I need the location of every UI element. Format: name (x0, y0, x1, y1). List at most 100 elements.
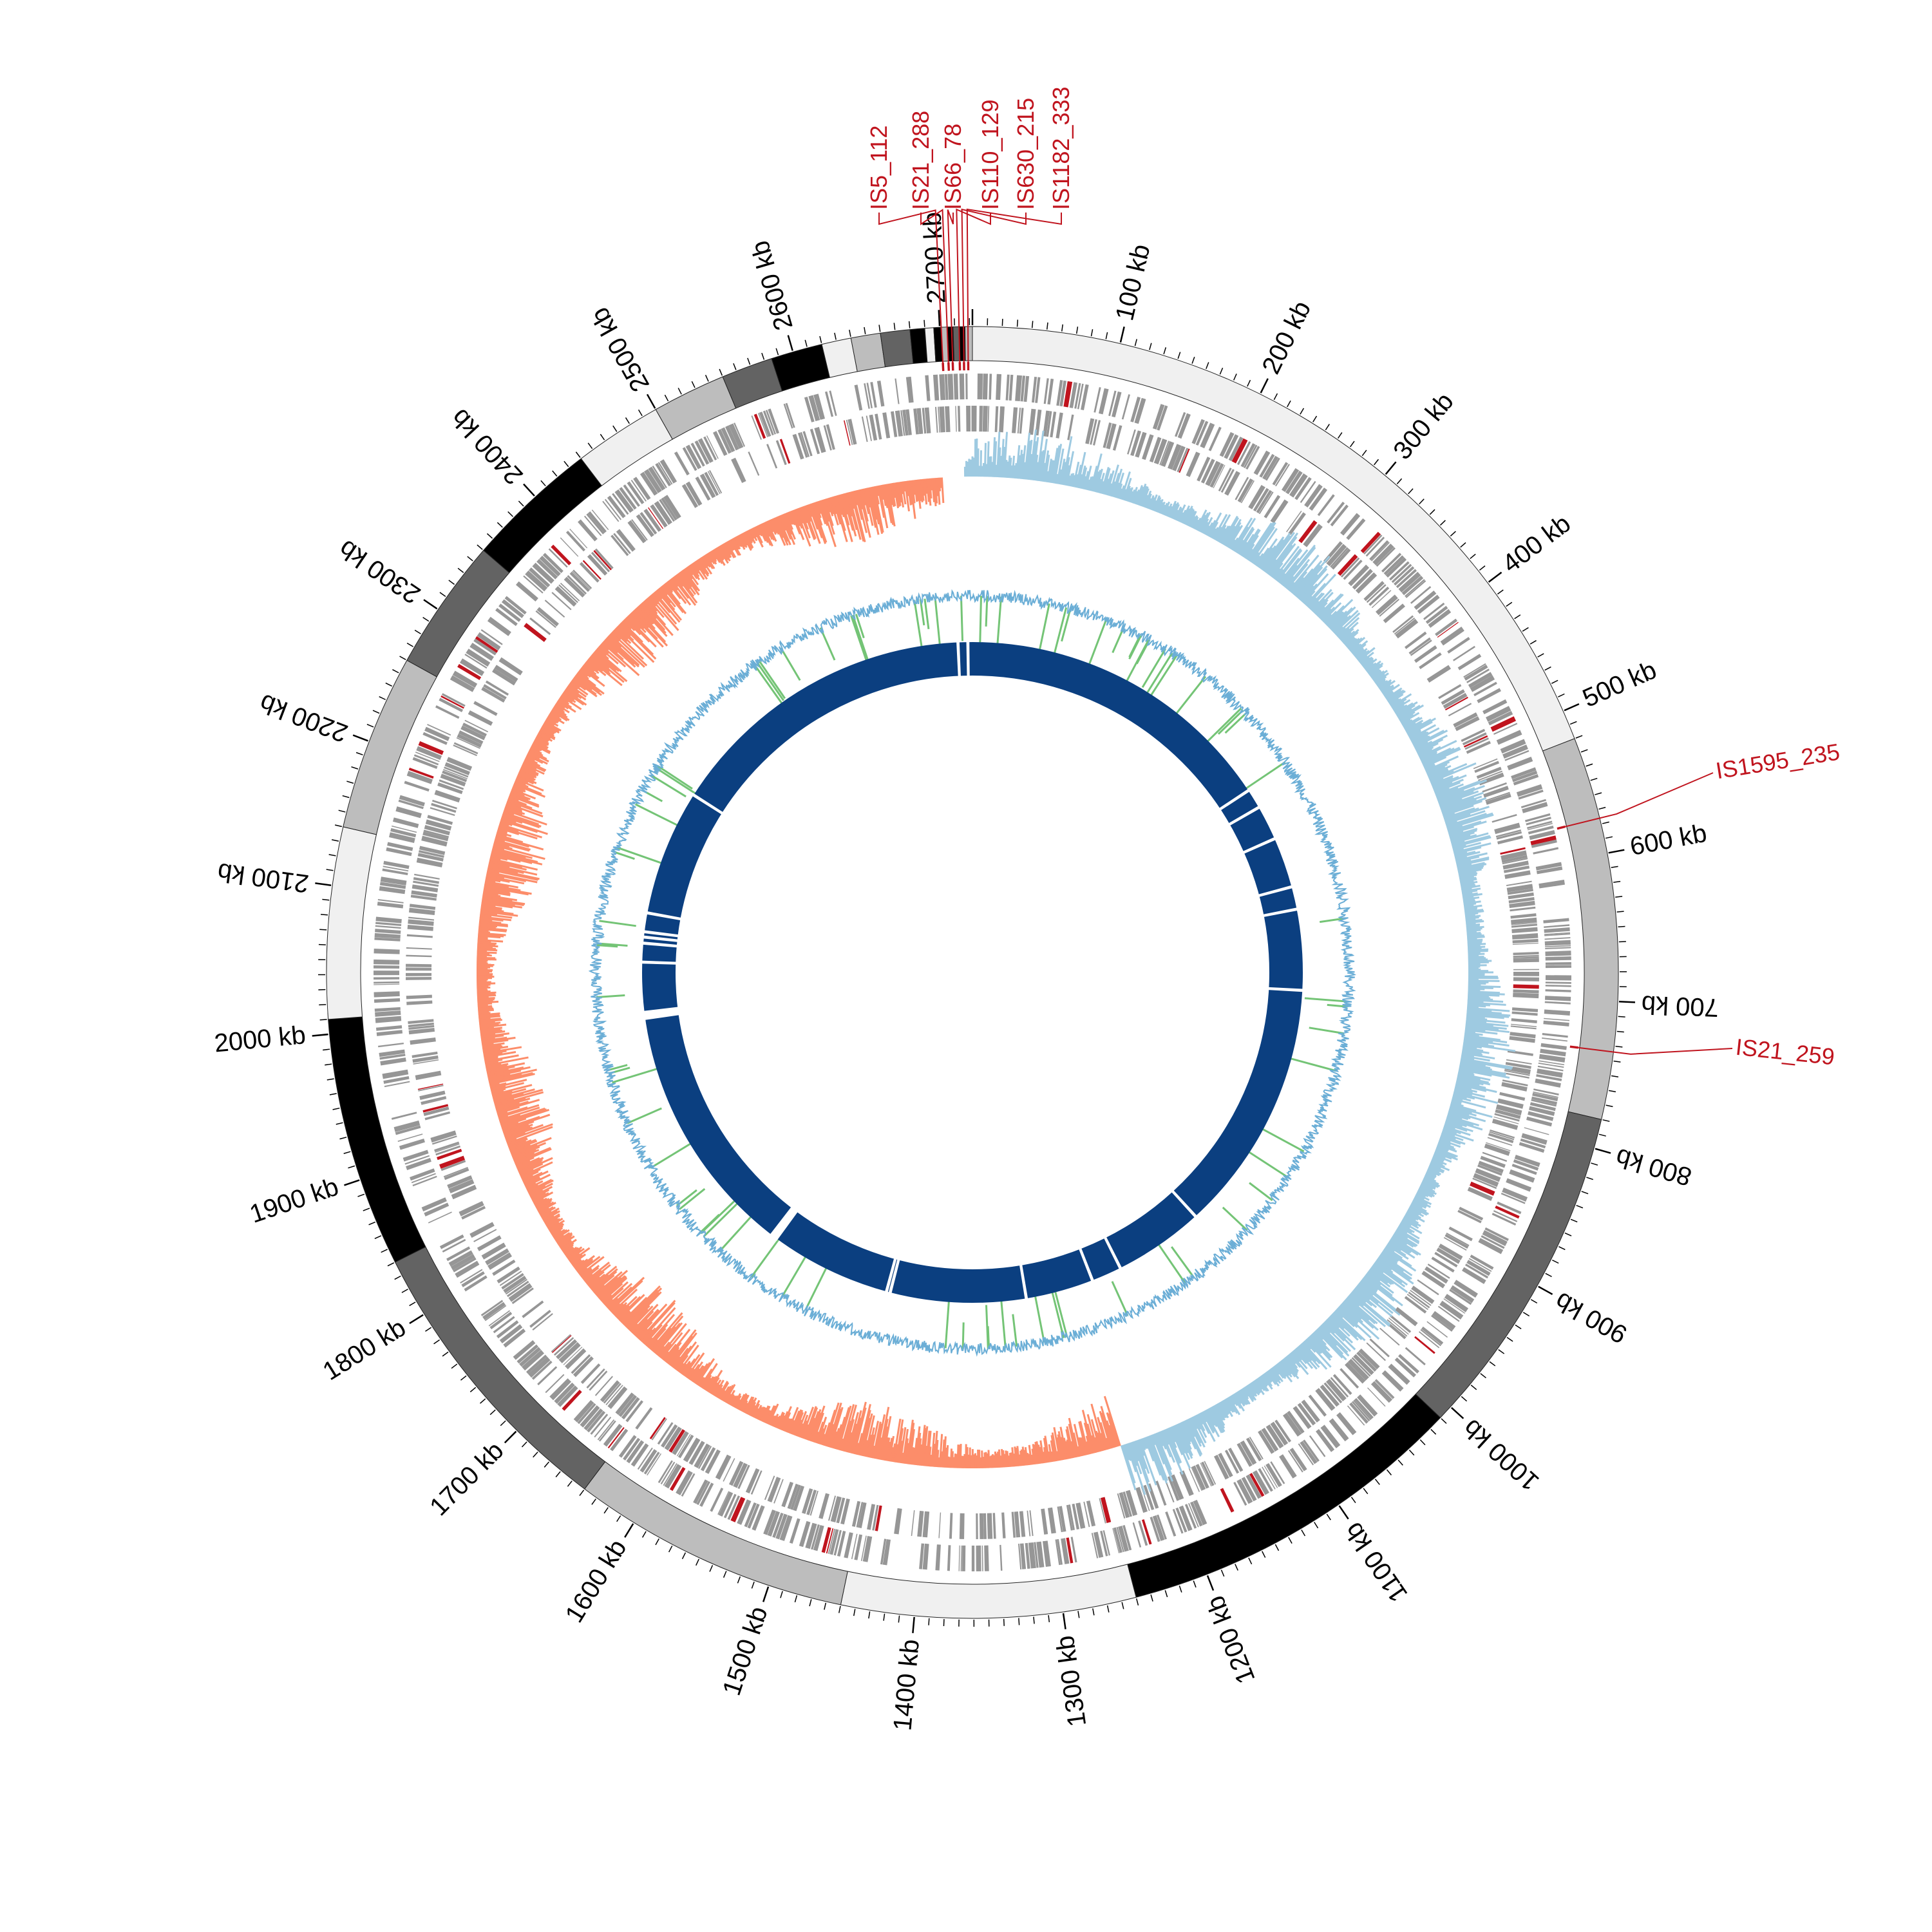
gene-feature (1545, 961, 1571, 965)
minor-tick (381, 1249, 388, 1253)
gene-feature (1421, 1271, 1446, 1289)
gc-skew-bar (1237, 528, 1255, 554)
gc-skew-bar (571, 1258, 582, 1267)
inner-ring-gap (1262, 907, 1299, 918)
gc-skew-bar (557, 699, 576, 713)
gc-skew-bar (573, 1259, 585, 1269)
gc-skew-bar (1218, 525, 1229, 543)
gene-feature (441, 693, 466, 707)
gc-skew-bar (1461, 1057, 1513, 1069)
gc-skew-bar (807, 1411, 820, 1441)
gc-skew-bar (583, 663, 595, 672)
gc-skew-bar (1329, 607, 1353, 630)
gc-skew-bar (504, 806, 526, 815)
gene-feature (1366, 583, 1387, 603)
gc-skew-bar (1427, 765, 1452, 777)
gc-skew-bar (1454, 851, 1468, 857)
gene-feature (1477, 688, 1501, 703)
gc-skew-bar (948, 1457, 951, 1468)
gc-skew-bar (875, 486, 880, 497)
gc-skew-bar (1433, 1153, 1452, 1163)
gc-skew-bar (478, 1017, 491, 1021)
gc-skew-bar (1382, 1249, 1399, 1262)
gene-feature (1240, 1440, 1257, 1465)
minor-tick (1397, 1459, 1403, 1466)
minor-tick (575, 451, 581, 458)
minor-tick (385, 682, 392, 687)
gc-skew-bar (1321, 1322, 1352, 1352)
gene-feature (1019, 408, 1024, 434)
gc-skew-bar (1243, 535, 1259, 558)
gc-skew-bar (996, 1453, 999, 1468)
gc-skew-bar (885, 484, 895, 526)
major-tick (1538, 1285, 1553, 1295)
gc-skew-bar (491, 848, 526, 859)
gene-feature (1130, 396, 1141, 422)
tick-label: 800 kb (1613, 1142, 1695, 1191)
inner-ring-gap (1078, 1246, 1095, 1283)
gc-skew-bar (1227, 1396, 1241, 1416)
gene-feature (737, 1499, 752, 1525)
gene-feature (697, 438, 714, 463)
gc-skew-bar (1293, 1349, 1303, 1361)
gene-feature (607, 495, 626, 518)
gene-feature (551, 544, 572, 565)
gc-skew-bar (568, 1253, 580, 1262)
gene-feature (430, 1130, 457, 1143)
gc-skew-bar (860, 1417, 871, 1456)
minor-tick (433, 1339, 440, 1345)
gc-skew-bar (860, 489, 867, 506)
minor-tick (1193, 1580, 1197, 1588)
gc-skew-bar (1282, 1358, 1300, 1379)
gene-feature (1197, 457, 1211, 482)
gene-feature (444, 762, 470, 775)
gc-skew-bar (623, 1289, 659, 1326)
gc-skew-bar (1236, 1391, 1246, 1406)
minor-tick (1470, 1385, 1477, 1390)
gc-skew-bar (802, 506, 817, 540)
gene-feature (1543, 1020, 1569, 1027)
gc-skew-bar (862, 1440, 869, 1457)
gc-skew-bar (1391, 1236, 1421, 1256)
gc-skew-bar (838, 494, 853, 542)
gc-skew-bar (1327, 1318, 1354, 1344)
gc-skew-bar (1056, 448, 1065, 484)
gene-feature (392, 817, 419, 828)
gc-skew-bar (1466, 1012, 1510, 1018)
gc-content-spike (819, 627, 836, 661)
gc-skew-bar (527, 752, 540, 760)
gc-skew-bar (636, 1303, 668, 1338)
gc-skew-bar (488, 1073, 511, 1081)
gene-feature (654, 500, 672, 526)
gc-skew-bar (1426, 763, 1448, 775)
gc-skew-bar (482, 1045, 509, 1052)
major-tick (1206, 1575, 1215, 1591)
gc-skew-bar (1068, 473, 1073, 487)
gene-feature (1511, 933, 1539, 940)
gc-skew-bar (1411, 727, 1440, 744)
gc-skew-bar (488, 867, 540, 880)
gene-feature (440, 1160, 466, 1171)
gc-skew-bar (1013, 1453, 1016, 1467)
gc-skew-bar (1238, 1390, 1249, 1405)
gc-skew-bar (489, 860, 527, 871)
gc-skew-bar (1406, 717, 1436, 735)
gene-feature (1504, 870, 1531, 879)
gc-content-spike (1135, 639, 1151, 665)
gc-skew-bar (501, 816, 516, 824)
gc-skew-bar (1345, 1297, 1376, 1325)
gc-skew-bar (820, 499, 830, 522)
gc-skew-bar (717, 1381, 730, 1399)
gc-skew-bar (495, 833, 524, 844)
gc-skew-bar (1142, 1437, 1149, 1449)
gc-skew-bar (837, 1405, 852, 1450)
gene-feature (895, 378, 900, 404)
gc-skew-bar (747, 529, 756, 544)
inner-ring-gap (1241, 837, 1277, 855)
gc-content-spike (851, 614, 869, 660)
gc-skew-bar (589, 656, 611, 675)
gc-skew-bar (1435, 783, 1464, 796)
gc-skew-bar (936, 477, 941, 505)
gc-skew-bar (929, 478, 933, 491)
gene-feature (1270, 1421, 1289, 1446)
